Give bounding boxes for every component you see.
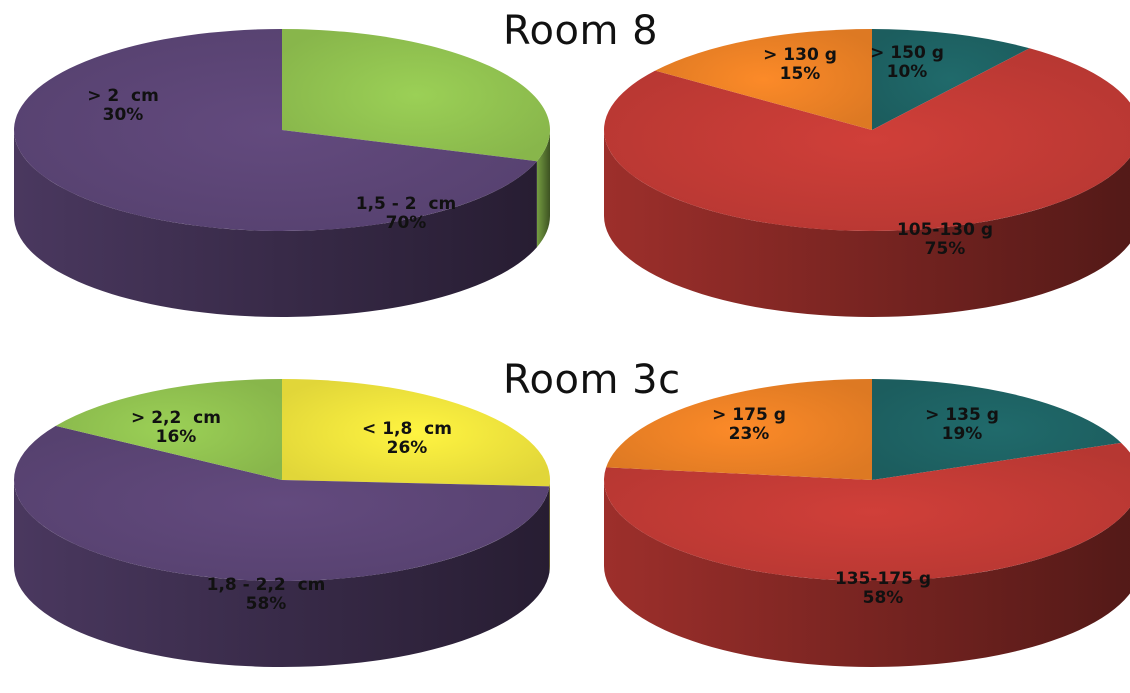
pie-slice-side — [14, 130, 537, 317]
room-3c-title: Room 3c — [503, 357, 681, 403]
pie-slice — [872, 378, 1122, 480]
slice-category-label: 105-130 g — [897, 220, 993, 240]
slice-category-label: 135-175 g — [835, 569, 931, 589]
pie-slice-side — [604, 130, 1130, 317]
slice-category-label: > 2,2 cm — [131, 408, 221, 428]
slice-percent-label: 58% — [863, 588, 904, 608]
slice-percent-label: 10% — [887, 62, 928, 82]
slice-percent-label: 16% — [156, 427, 197, 447]
pie-slice — [604, 442, 1130, 581]
slice-category-label: 1,5 - 2 cm — [356, 194, 456, 214]
pie-chart-4: > 135 g19% 135-175 g58% > 175 g23% — [604, 378, 1130, 667]
pie-slice — [282, 379, 550, 487]
pie-slice — [55, 379, 282, 480]
pie-side-walls — [604, 480, 1130, 667]
pie-slice — [606, 379, 872, 480]
pie-slice-side — [604, 480, 1130, 667]
slice-percent-label: 26% — [387, 438, 428, 458]
room-8-title: Room 8 — [503, 8, 659, 54]
slice-percent-label: 58% — [246, 594, 287, 614]
pie-slice — [604, 48, 1130, 231]
slice-category-label: > 130 g — [763, 45, 837, 65]
slice-percent-label: 15% — [780, 64, 821, 84]
pie-side-walls — [14, 130, 550, 317]
pie-chart-2: > 150 g10% 105-130 g75% > 130 g15% — [604, 29, 1130, 317]
slice-category-label: > 2 cm — [87, 86, 159, 106]
pie-slice — [872, 29, 1030, 130]
slice-category-label: > 175 g — [712, 405, 786, 425]
slice-percent-label: 23% — [729, 424, 770, 444]
slice-category-label: 1,8 - 2,2 cm — [207, 575, 326, 595]
pie-slice — [13, 425, 550, 581]
slice-category-label: > 150 g — [870, 43, 944, 63]
pie-slice — [282, 29, 550, 162]
slice-percent-label: 30% — [103, 105, 144, 125]
slice-percent-label: 75% — [925, 239, 966, 259]
pie-slice — [655, 29, 872, 130]
pie-slice-side — [14, 480, 550, 667]
slice-percent-label: 19% — [942, 424, 983, 444]
pie-slice — [13, 29, 537, 231]
pie-slice-side — [536, 130, 550, 248]
slice-percent-label: 70% — [386, 213, 427, 233]
slice-category-label: < 1,8 cm — [362, 419, 452, 439]
pie-side-walls — [604, 130, 1130, 317]
pie-side-walls — [14, 480, 550, 667]
pie-slice-side — [549, 480, 550, 573]
slice-category-label: > 135 g — [925, 405, 999, 425]
